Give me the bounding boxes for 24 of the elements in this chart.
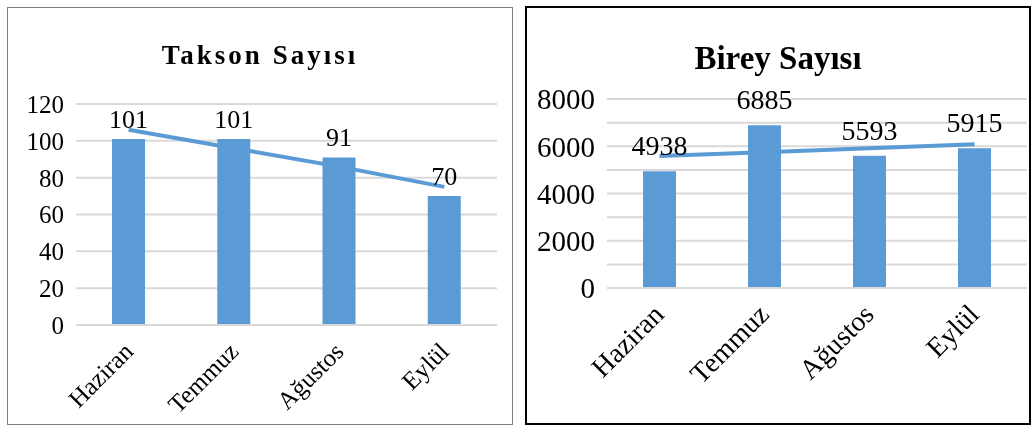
y-tick-label: 6000: [537, 130, 595, 163]
y-tick-label: 40: [39, 238, 64, 266]
y-tick-label: 60: [39, 201, 64, 229]
bar: [643, 171, 676, 288]
chart-title: Birey Sayısı: [693, 40, 863, 77]
y-tick-label: 0: [580, 272, 595, 305]
data-label: 4938: [631, 130, 688, 162]
chart-title: Takson Sayısı: [160, 40, 360, 71]
data-label: 70: [431, 162, 458, 192]
y-tick-label: 4000: [537, 177, 595, 210]
y-tick-label: 8000: [537, 83, 595, 116]
y-tick-label: 2000: [537, 225, 595, 258]
data-label: 101: [109, 104, 148, 134]
y-tick-label: 20: [39, 275, 64, 303]
y-tick-label: 80: [39, 164, 64, 192]
data-label: 5593: [841, 114, 898, 146]
data-label: 91: [326, 123, 352, 153]
y-tick-label: 100: [26, 127, 64, 155]
bar: [853, 155, 886, 288]
data-label: 101: [214, 104, 254, 134]
data-label: 6885: [736, 84, 793, 116]
y-tick-label: 120: [26, 90, 64, 118]
y-tick-label: 0: [51, 311, 64, 339]
data-label: 5915: [946, 107, 1003, 139]
